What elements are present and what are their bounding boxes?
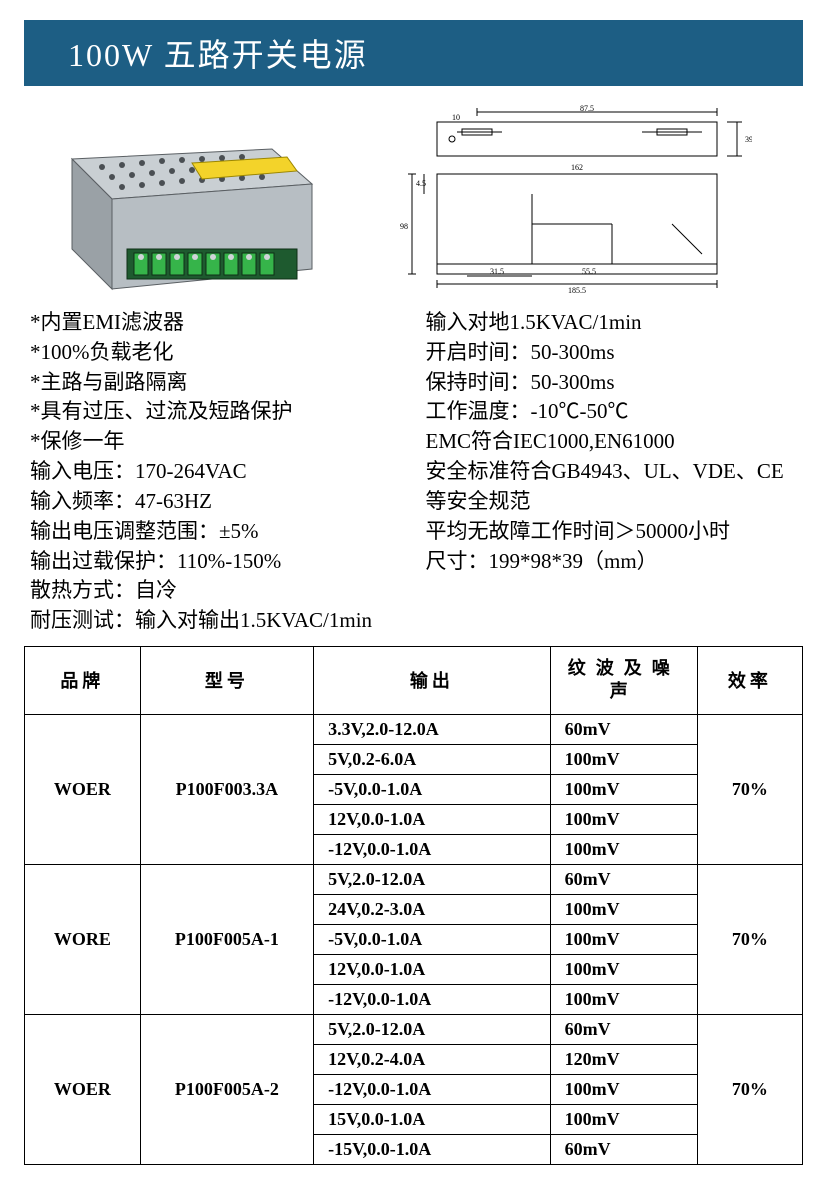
table-row: WOREP100F005A-15V,2.0-12.0A60mV70% [25,864,803,894]
svg-text:39: 39 [745,135,752,144]
cell-output: 12V,0.0-1.0A [314,804,551,834]
cell-output: -15V,0.0-1.0A [314,1134,551,1164]
spec-line: 平均无故障工作时间＞50000小时 [426,517,798,547]
spec-line: 保持时间：50-300ms [426,368,798,398]
svg-text:31.5: 31.5 [490,267,504,276]
cell-output: 3.3V,2.0-12.0A [314,714,551,744]
cell-ripple: 100mV [550,924,697,954]
spec-columns: *内置EMI滤波器*100%负载老化*主路与副路隔离*具有过压、过流及短路保护*… [24,308,803,636]
th-eff: 效率 [697,646,802,714]
spec-line: 输入电压：170-264VAC [30,457,402,487]
cell-brand: WOER [25,1014,141,1164]
cell-ripple: 100mV [550,744,697,774]
cell-output: 12V,0.0-1.0A [314,954,551,984]
svg-text:185.5: 185.5 [568,286,586,294]
cell-ripple: 60mV [550,864,697,894]
hero-images: 87.5 39 185.5 31.5 [24,104,803,294]
dimension-diagram: 87.5 39 185.5 31.5 [382,104,752,294]
table-row: WOERP100F005A-25V,2.0-12.0A60mV70% [25,1014,803,1044]
cell-output: -12V,0.0-1.0A [314,1074,551,1104]
spec-line: 输出电压调整范围：±5% [30,517,402,547]
cell-ripple: 60mV [550,1014,697,1044]
page-title: 100W 五路开关电源 [24,20,803,86]
cell-ripple: 60mV [550,1134,697,1164]
specs-right: 输入对地1.5KVAC/1min开启时间：50-300ms保持时间：50-300… [426,308,798,636]
cell-ripple: 100mV [550,984,697,1014]
specs-left: *内置EMI滤波器*100%负载老化*主路与副路隔离*具有过压、过流及短路保护*… [30,308,402,636]
svg-text:98: 98 [400,222,408,231]
spec-line: 尺寸：199*98*39（mm） [426,547,798,577]
cell-output: -5V,0.0-1.0A [314,924,551,954]
th-model: 型号 [140,646,313,714]
cell-output: 12V,0.2-4.0A [314,1044,551,1074]
spec-line: *主路与副路隔离 [30,368,402,398]
svg-text:87.5: 87.5 [580,104,594,113]
cell-ripple: 100mV [550,894,697,924]
cell-ripple: 100mV [550,1074,697,1104]
cell-output: 5V,0.2-6.0A [314,744,551,774]
cell-efficiency: 70% [697,714,802,864]
spec-line: *内置EMI滤波器 [30,308,402,338]
cell-output: -5V,0.0-1.0A [314,774,551,804]
cell-output: 5V,2.0-12.0A [314,864,551,894]
cell-model: P100F003.3A [140,714,313,864]
table-row: WOERP100F003.3A3.3V,2.0-12.0A60mV70% [25,714,803,744]
cell-ripple: 120mV [550,1044,697,1074]
spec-line: *保修一年 [30,427,402,457]
cell-output: -12V,0.0-1.0A [314,834,551,864]
spec-line: 输入对地1.5KVAC/1min [426,308,798,338]
cell-output: 5V,2.0-12.0A [314,1014,551,1044]
th-ripple: 纹波及噪声 [550,646,697,714]
spec-line: 输出过载保护：110%-150% [30,547,402,577]
spec-line: 开启时间：50-300ms [426,338,798,368]
spec-line: *具有过压、过流及短路保护 [30,397,402,427]
cell-ripple: 100mV [550,954,697,984]
cell-ripple: 100mV [550,774,697,804]
spec-line: 散热方式：自冷 [30,576,402,606]
spec-line: EMC符合IEC1000,EN61000 [426,427,798,457]
cell-output: 15V,0.0-1.0A [314,1104,551,1134]
spec-table: 品牌 型号 输出 纹波及噪声 效率 WOERP100F003.3A3.3V,2.… [24,646,803,1165]
svg-text:10: 10 [452,113,460,122]
cell-efficiency: 70% [697,864,802,1014]
svg-text:55.5: 55.5 [582,267,596,276]
cell-ripple: 100mV [550,834,697,864]
cell-output: 24V,0.2-3.0A [314,894,551,924]
cell-ripple: 100mV [550,804,697,834]
cell-output: -12V,0.0-1.0A [314,984,551,1014]
cell-ripple: 100mV [550,1104,697,1134]
svg-text:4.5: 4.5 [416,179,426,188]
cell-model: P100F005A-1 [140,864,313,1014]
spec-line: 耐压测试：输入对输出1.5KVAC/1min [30,606,402,636]
spec-line: 工作温度：-10℃-50℃ [426,397,798,427]
product-photo [42,104,342,294]
th-brand: 品牌 [25,646,141,714]
svg-text:162: 162 [571,163,583,172]
th-output: 输出 [314,646,551,714]
spec-line: 安全标准符合GB4943、UL、VDE、CE等安全规范 [426,457,798,517]
spec-line: *100%负载老化 [30,338,402,368]
cell-efficiency: 70% [697,1014,802,1164]
cell-brand: WORE [25,864,141,1014]
cell-model: P100F005A-2 [140,1014,313,1164]
spec-line: 输入频率：47-63HZ [30,487,402,517]
cell-ripple: 60mV [550,714,697,744]
cell-brand: WOER [25,714,141,864]
